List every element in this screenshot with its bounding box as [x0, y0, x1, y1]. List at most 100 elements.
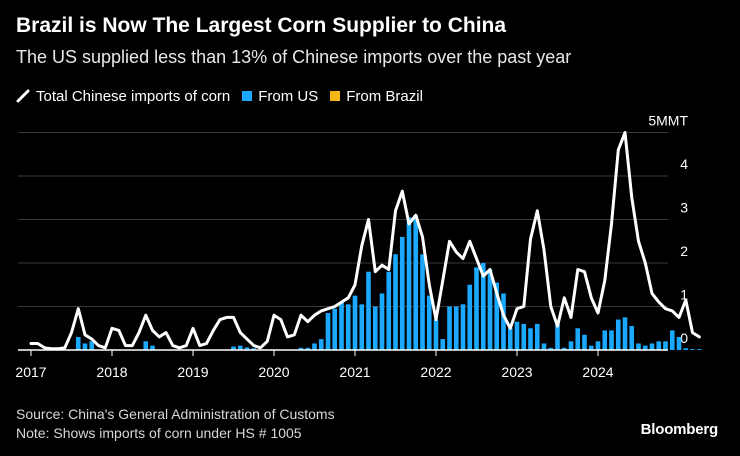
us-bar: [602, 330, 608, 350]
us-bar: [399, 236, 405, 350]
us-bar: [676, 336, 682, 350]
legend-label-total: Total Chinese imports of corn: [36, 87, 231, 105]
x-axis-ticks: 2017 2018 2019 2020 2021 2022 2023 2024: [15, 350, 614, 380]
us-bar: [663, 341, 668, 350]
us-bar: [595, 341, 601, 350]
us-bar: [615, 319, 621, 350]
us-bar: [501, 293, 506, 350]
us-bar: [561, 347, 567, 350]
us-bar: [75, 336, 81, 350]
us-bar: [251, 348, 257, 350]
us-bar: [690, 349, 695, 350]
x-tick-label: 2024: [582, 364, 613, 380]
us-bar: [393, 254, 398, 350]
x-tick-label: 2022: [420, 364, 451, 380]
us-bar: [447, 306, 452, 350]
hs-code-note: Note: Shows imports of corn under HS # 1…: [16, 425, 302, 441]
us-bar: [575, 328, 581, 350]
us-bar: [312, 343, 317, 350]
us-bar: [89, 341, 95, 350]
y-tick-label: 3: [680, 200, 688, 216]
us-bar: [609, 330, 614, 350]
y-gridlines: [18, 132, 668, 307]
us-bar: [372, 306, 378, 350]
us-bar: [629, 326, 635, 350]
chart-subtitle: The US supplied less than 13% of Chinese…: [16, 47, 572, 67]
us-swatch-icon: [242, 91, 253, 101]
us-bar: [460, 304, 466, 350]
us-bar: [467, 284, 473, 350]
us-bar: [669, 330, 675, 350]
y-tick-label: 1: [680, 287, 688, 303]
footnotes: Source: China's General Administration o…: [16, 405, 335, 443]
us-bar: [649, 343, 655, 350]
us-bar: [82, 343, 88, 350]
us-bar: [514, 321, 520, 350]
us-bar: [433, 319, 439, 350]
us-bar: [325, 313, 331, 350]
us-bar: [582, 334, 587, 350]
us-bar: [507, 328, 513, 350]
us-bar: [426, 295, 432, 350]
x-tick-label: 2018: [96, 364, 127, 380]
us-bar: [413, 215, 419, 350]
us-bar: [474, 267, 479, 350]
us-bar: [231, 346, 236, 350]
us-bar: [494, 282, 500, 350]
us-bar: [683, 348, 689, 350]
us-bar: [352, 295, 358, 350]
us-bar: [696, 349, 702, 350]
us-bar: [487, 269, 493, 350]
us-bar: [345, 304, 351, 350]
us-bar: [622, 317, 628, 350]
x-tick-label: 2020: [258, 364, 289, 380]
legend: Total Chinese imports of corn From US Fr…: [16, 86, 435, 106]
us-bars: [75, 215, 702, 350]
x-tick-label: 2021: [339, 364, 370, 380]
us-bar: [534, 323, 540, 350]
line-swatch-icon: [16, 89, 30, 103]
us-bar: [366, 271, 371, 350]
us-bar: [305, 347, 311, 350]
us-bar: [440, 339, 446, 350]
us-bar: [555, 323, 560, 350]
us-bar: [359, 304, 365, 350]
x-tick-label: 2017: [15, 364, 46, 380]
legend-item-us: From US: [242, 88, 318, 105]
brazil-swatch-icon: [330, 91, 341, 101]
us-bar: [548, 347, 554, 350]
us-bar: [318, 339, 324, 350]
legend-label-us: From US: [258, 87, 319, 105]
y-tick-label: 5MMT: [648, 113, 688, 129]
bloomberg-logo: Bloomberg: [640, 421, 719, 438]
x-tick-label: 2023: [501, 364, 532, 380]
chart-title: Brazil is Now The Largest Corn Supplier …: [16, 14, 507, 37]
us-bar: [528, 328, 533, 350]
us-bar: [656, 341, 662, 350]
us-bar: [332, 308, 338, 350]
us-bar: [541, 343, 547, 350]
us-bar: [480, 263, 486, 350]
total-imports-line: [29, 131, 701, 351]
us-bar: [379, 293, 385, 350]
source-note: Source: China's General Administration o…: [16, 406, 335, 422]
x-tick-label: 2019: [177, 364, 208, 380]
legend-item-brazil: From Brazil: [330, 88, 423, 105]
us-bar: [642, 345, 648, 350]
y-tick-label: 2: [680, 243, 688, 259]
us-bar: [406, 217, 412, 350]
y-tick-label: 4: [680, 156, 688, 172]
us-bar: [521, 323, 527, 350]
legend-label-brazil: From Brazil: [346, 87, 423, 105]
us-bar: [636, 343, 641, 350]
us-bar: [420, 254, 425, 350]
us-bar: [588, 345, 594, 350]
y-tick-label: 0: [680, 330, 688, 346]
us-bar: [237, 345, 243, 350]
us-bar: [150, 345, 155, 350]
us-bar: [386, 271, 392, 350]
us-bar: [568, 341, 574, 350]
us-bar: [453, 306, 459, 350]
us-bar: [244, 347, 250, 350]
